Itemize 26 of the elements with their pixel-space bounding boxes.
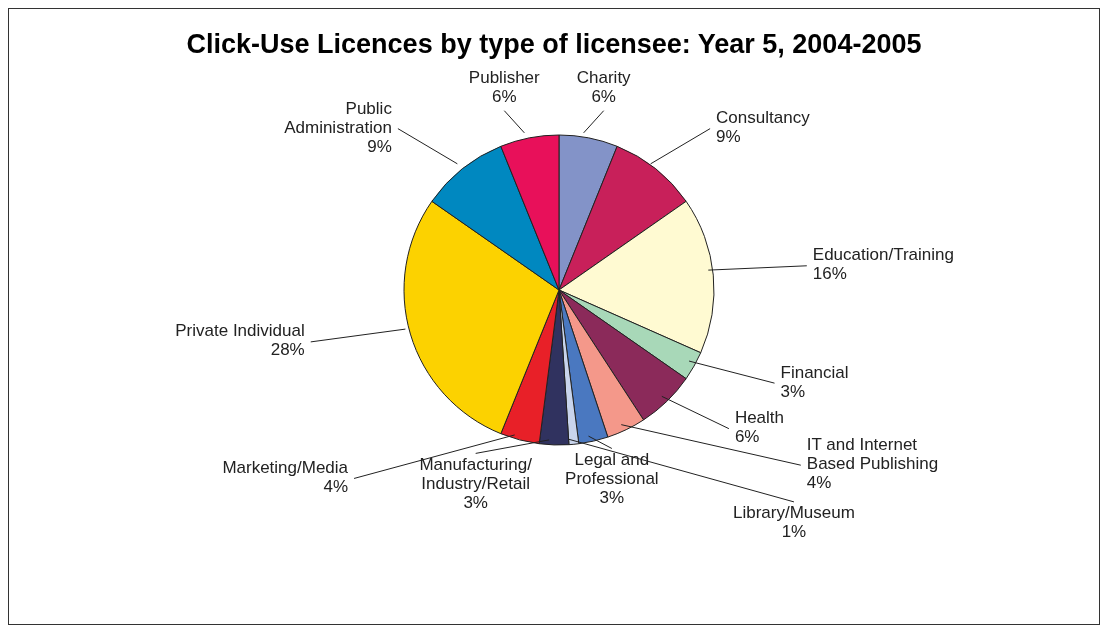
data-label: 3% xyxy=(463,493,488,513)
data-label: 6% xyxy=(492,87,517,107)
slice-label: Education/Training xyxy=(812,245,954,265)
slice-label: Marketing/Media xyxy=(222,458,349,478)
data-label: 9% xyxy=(716,127,741,147)
slice-label: Consultancy xyxy=(716,108,811,128)
slice-label: Health xyxy=(734,408,785,428)
data-label: 6% xyxy=(591,87,616,107)
slice-label: Manufacturing/Industry/Retail xyxy=(419,455,533,494)
chart-title: Click-Use Licences by type of licensee: Year 5, 2004-2005 xyxy=(185,29,923,60)
data-label: 16% xyxy=(812,264,847,284)
slice-label: Library/Museum xyxy=(733,503,855,523)
slice-label: Publisher xyxy=(468,68,541,88)
slice-label: IT and Internet Based Publishing xyxy=(806,435,939,474)
data-label: 3% xyxy=(599,488,625,508)
data-label: 9% xyxy=(367,137,392,157)
data-label: 4% xyxy=(806,473,832,493)
slice-label: Public Administration xyxy=(284,99,393,138)
data-label: 1% xyxy=(781,522,807,542)
data-label: 28% xyxy=(270,340,305,360)
slice-label: Charity xyxy=(576,68,632,88)
data-label: 4% xyxy=(323,477,349,497)
slice-label: Private Individual xyxy=(175,321,305,341)
data-label: 6% xyxy=(734,427,760,447)
data-label: 3% xyxy=(780,382,806,402)
slice-label: Financial xyxy=(780,363,849,383)
